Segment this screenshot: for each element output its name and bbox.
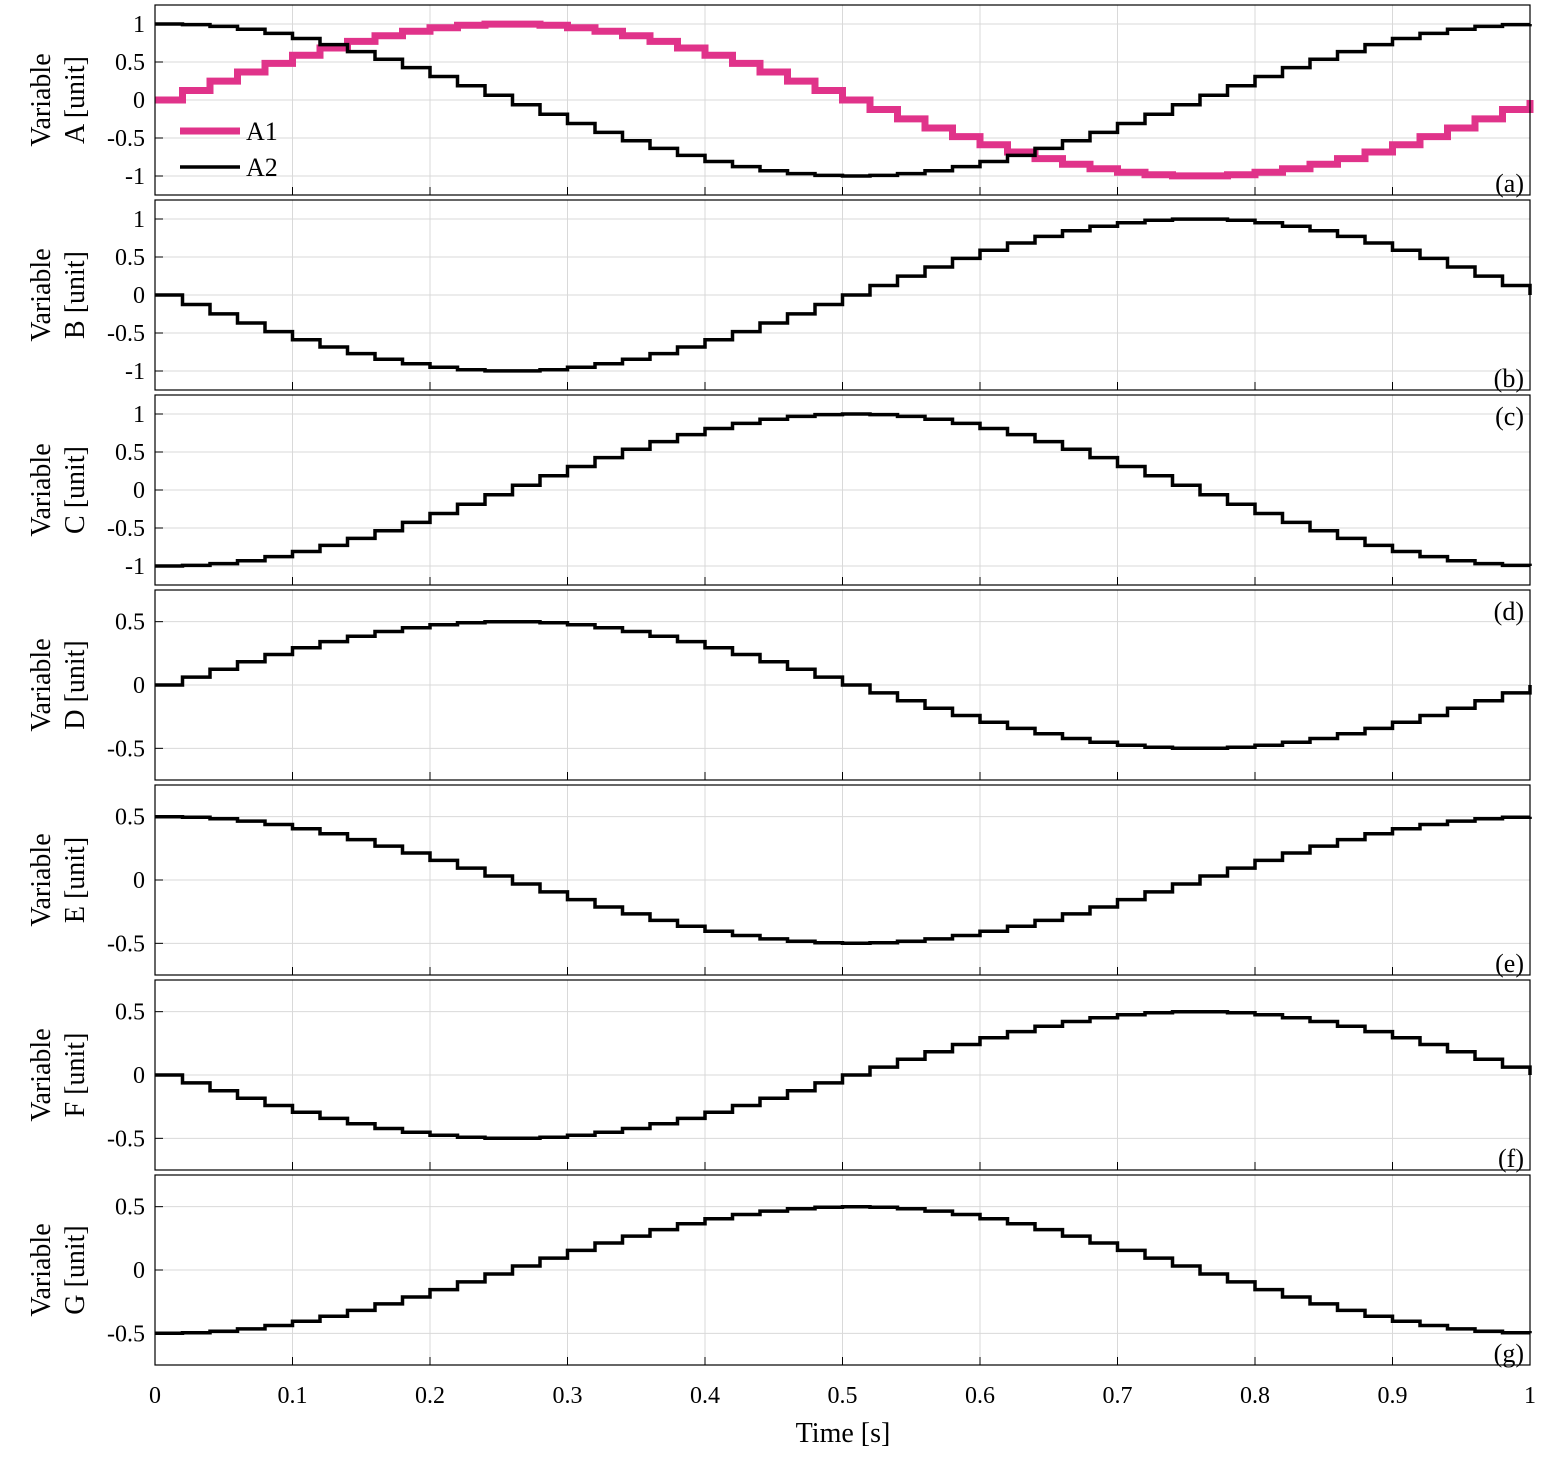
y-tick-label: 1 [133,402,145,428]
panel-d: 0.5 0 -0.5 (d) Variable D [unit] [26,589,1532,781]
series-line-panel-e [155,814,1532,946]
y-tick-label: 0.5 [115,805,145,831]
x-tick-label: 0.1 [278,1383,308,1409]
panel-f: 0.5 0 -0.5 (f) Variable F [unit] [26,979,1532,1173]
y-axis-label-line2: F [unit] [60,1033,91,1118]
y-tick-label: 0.5 [115,50,145,76]
y-tick-label: -0.5 [107,736,145,762]
y-tick-label: 0.5 [115,1000,145,1026]
panel-label: (b) [1494,364,1524,393]
x-axis-label: Time [s] [796,1418,891,1449]
chart-panels: 10.50-0.5-1 (a)Variable A [unit] A1A210.50-… [26,4,1534,1368]
panel-label: (a) [1495,169,1524,198]
y-tick-label: -0.5 [107,931,145,957]
shared-x-axis: 0 0.1 0.2 0.3 0.4 0.5 0.6 0.7 0.8 0.9 1 Time [s] [149,1383,1536,1449]
y-tick-label: 0.5 [115,1195,145,1221]
y-axis-label-line1: Variable [26,53,57,146]
y-tick-label: 0 [133,868,145,894]
y-tick-label: -1 [125,554,145,580]
y-tick-label: 0 [133,283,145,309]
y-tick-label: -0.5 [107,1321,145,1347]
y-tick-label: 1 [133,12,145,38]
x-tick-label: 0.4 [690,1383,720,1409]
legend-entry-label: A2 [246,153,278,182]
y-tick-label: 0.5 [115,245,145,271]
y-tick-label: 0 [133,673,145,699]
y-axis-label-line1: Variable [26,833,57,926]
y-axis-label-line2: G [unit] [60,1225,91,1314]
axes-frame [154,394,1531,586]
axes-frame [154,979,1531,1171]
series-line-panel-d [155,620,1532,750]
x-tick-label: 0.8 [1240,1383,1270,1409]
legend-entry-label: A1 [246,117,278,146]
series-line-a1 [155,20,1534,180]
x-tick-label: 0.6 [965,1383,995,1409]
y-tick-label: -0.5 [107,321,145,347]
y-axis-label-line1: Variable [26,1223,57,1316]
x-tick-label: 0.2 [415,1383,445,1409]
series-line-panel-g [155,1204,1532,1336]
panel-label: (g) [1494,1339,1524,1368]
x-tick-label: 0.5 [828,1383,858,1409]
panel-c: 1 0.5 0 -0.5 -1 (c) Variable C [unit] [26,394,1532,586]
series-line-panel-c [155,412,1532,568]
axes-frame [154,4,1531,196]
panel-label: (d) [1494,597,1524,626]
x-tick-labels: 0 0.1 0.2 0.3 0.4 0.5 0.6 0.7 0.8 0.9 1 [149,1383,1536,1409]
y-tick-label: -1 [125,164,145,190]
y-axis-label-line1: Variable [26,248,57,341]
x-tick-label: 1 [1524,1383,1536,1409]
axes-frame [154,784,1531,976]
panel-e: 0.5 0 -0.5 (e) Variable E [unit] [26,784,1532,978]
y-axis-label-line2: A [unit] [60,56,91,144]
series-line-panel-b [155,217,1532,373]
series-line-a2 [155,22,1532,178]
y-axis-label-line2: B [unit] [60,251,91,339]
y-axis-label-line2: C [unit] [60,446,91,534]
y-tick-label: -1 [125,359,145,385]
panel-label: (c) [1495,402,1524,431]
axes-frame [154,589,1531,781]
panel-g: 0.5 0 -0.5 (g) Variable G [unit] [26,1174,1532,1368]
y-tick-label: 0 [133,1258,145,1284]
y-axis-label-line1: Variable [26,1028,57,1121]
y-tick-label: -0.5 [107,126,145,152]
y-tick-label: 0 [133,88,145,114]
axes-frame [154,199,1531,391]
y-axis-label-line2: D [unit] [60,640,91,729]
y-tick-label: 0 [133,478,145,504]
x-tick-label: 0.3 [553,1383,583,1409]
x-tick-label: 0.7 [1103,1383,1133,1409]
y-axis-label-line2: E [unit] [60,837,91,923]
y-tick-label: 0.5 [115,440,145,466]
x-tick-label: 0.9 [1378,1383,1408,1409]
axes-frame [154,1174,1531,1366]
y-axis-label-line1: Variable [26,638,57,731]
y-tick-label: 0.5 [115,610,145,636]
panel-b: 1 0.5 0 -0.5 -1 (b) Variable B [unit] [26,199,1532,393]
y-tick-label: 0 [133,1063,145,1089]
x-tick-label: 0 [149,1383,161,1409]
y-axis-label-line1: Variable [26,443,57,536]
panel-label: (e) [1495,949,1524,978]
y-tick-label: 1 [133,207,145,233]
y-tick-label: -0.5 [107,516,145,542]
y-tick-label: -0.5 [107,1126,145,1152]
panel-label: (f) [1498,1144,1524,1173]
series-line-panel-f [155,1010,1532,1140]
